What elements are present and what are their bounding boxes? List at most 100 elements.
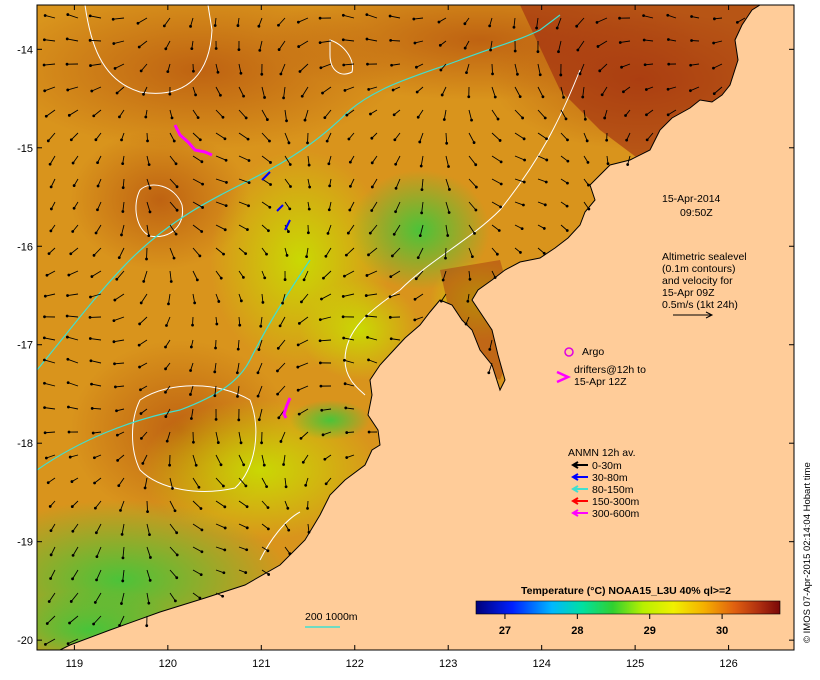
velocity-arrow-head bbox=[200, 528, 204, 532]
velocity-arrow-head bbox=[189, 393, 192, 396]
velocity-arrow bbox=[366, 38, 378, 42]
velocity-arrow-head bbox=[43, 406, 46, 410]
velocity-arrow bbox=[320, 316, 332, 321]
velocity-arrow-head bbox=[168, 92, 172, 96]
velocity-arrow-head bbox=[90, 89, 94, 93]
velocity-arrow-head bbox=[327, 208, 331, 212]
velocity-arrow-head bbox=[545, 158, 549, 162]
velocity-arrow-head bbox=[437, 20, 441, 24]
velocity-arrow bbox=[122, 546, 125, 558]
velocity-arrow-head bbox=[276, 346, 280, 350]
colorbar-tick-label: 30 bbox=[716, 625, 728, 637]
velocity-arrow-head bbox=[88, 315, 92, 319]
anmn-item-label: 80-150m bbox=[592, 484, 634, 496]
velocity-arrow-head bbox=[42, 336, 46, 340]
velocity-arrow bbox=[68, 406, 79, 410]
velocity-arrow bbox=[320, 63, 332, 69]
velocity-arrow-head bbox=[735, 20, 739, 24]
velocity-arrow bbox=[643, 15, 654, 19]
velocity-arrow-head bbox=[520, 227, 524, 231]
sealevel-contours bbox=[84, 5, 581, 561]
velocity-arrow-head bbox=[213, 24, 217, 27]
velocity-arrow bbox=[601, 86, 608, 96]
velocity-arrow bbox=[488, 362, 493, 373]
velocity-arrow-head bbox=[146, 510, 149, 514]
map-plot-area bbox=[37, 5, 794, 650]
velocity-arrow bbox=[70, 247, 79, 255]
velocity-arrow bbox=[238, 86, 244, 97]
anmn-arrowhead-icon bbox=[571, 497, 579, 505]
velocity-arrow-head bbox=[321, 91, 324, 95]
velocity-arrow-head bbox=[288, 552, 292, 556]
velocity-arrow-head bbox=[138, 365, 141, 369]
velocity-arrow bbox=[277, 362, 286, 372]
velocity-arrow bbox=[238, 132, 249, 140]
velocity-arrow-head bbox=[49, 529, 53, 533]
velocity-arrow-head bbox=[65, 37, 69, 41]
velocity-arrow bbox=[142, 454, 148, 464]
velocity-arrow-head bbox=[645, 138, 649, 142]
velocity-arrow bbox=[326, 132, 332, 142]
velocity-arrow-head bbox=[465, 71, 468, 75]
velocity-arrow bbox=[537, 63, 541, 75]
velocity-arrow bbox=[146, 155, 150, 165]
velocity-arrow bbox=[163, 17, 171, 27]
velocity-arrow-head bbox=[626, 163, 630, 166]
velocity-arrow-head bbox=[497, 229, 501, 232]
altimetry-line5: 0.5m/s (1kt 24h) bbox=[662, 299, 738, 311]
velocity-arrow bbox=[322, 86, 332, 94]
velocity-arrow-head bbox=[343, 274, 346, 278]
velocity-arrow-head bbox=[467, 95, 471, 99]
velocity-arrow bbox=[445, 178, 450, 190]
velocity-arrow-head bbox=[576, 48, 580, 52]
velocity-arrow-head bbox=[618, 41, 622, 44]
velocity-arrow-head bbox=[217, 300, 221, 303]
velocity-arrow bbox=[215, 155, 227, 161]
velocity-arrow-head bbox=[236, 24, 240, 27]
velocity-arrow-head bbox=[388, 295, 392, 299]
velocity-arrow-head bbox=[168, 463, 172, 467]
velocity-arrow-head bbox=[667, 62, 671, 66]
velocity-arrow-head bbox=[440, 93, 444, 97]
velocity-arrow-head bbox=[666, 13, 670, 17]
velocity-arrow-head bbox=[566, 181, 569, 185]
velocity-arrow-head bbox=[146, 139, 149, 143]
velocity-arrow-head bbox=[121, 556, 125, 560]
velocity-arrow-head bbox=[247, 181, 251, 185]
velocity-arrow-head bbox=[418, 140, 422, 144]
velocity-arrow bbox=[284, 132, 290, 144]
velocity-arrow-head bbox=[145, 257, 148, 261]
velocity-arrow-head bbox=[173, 509, 177, 513]
velocity-arrow-head bbox=[345, 113, 349, 117]
anmn-arrowhead-icon bbox=[571, 485, 579, 493]
velocity-arrow bbox=[513, 17, 516, 28]
velocity-arrow-head bbox=[121, 579, 125, 583]
velocity-arrow-head bbox=[170, 116, 174, 120]
velocity-arrow-head bbox=[587, 183, 590, 187]
velocity-arrow bbox=[556, 17, 562, 29]
velocity-arrows bbox=[42, 13, 746, 646]
velocity-arrow-head bbox=[282, 463, 285, 466]
velocity-arrow-head bbox=[260, 441, 263, 445]
velocity-arrow-head bbox=[189, 369, 192, 372]
velocity-arrow-head bbox=[235, 371, 239, 375]
velocity-arrow bbox=[583, 201, 590, 210]
velocity-arrow bbox=[278, 40, 286, 50]
velocity-arrow bbox=[122, 178, 125, 188]
velocity-arrow bbox=[215, 109, 224, 118]
velocity-arrow-head bbox=[286, 506, 290, 510]
velocity-arrow bbox=[95, 224, 102, 234]
anmn-item-label: 0-30m bbox=[592, 460, 622, 472]
velocity-arrow-head bbox=[245, 548, 249, 552]
velocity-arrow-head bbox=[148, 533, 151, 537]
velocity-arrow bbox=[114, 362, 125, 365]
velocity-arrow-head bbox=[66, 642, 70, 646]
velocity-arrow bbox=[238, 63, 242, 74]
anmn-arrowhead-icon bbox=[571, 461, 579, 469]
velocity-arrow-head bbox=[214, 418, 218, 421]
velocity-arrow bbox=[238, 201, 249, 207]
velocity-arrow-head bbox=[666, 113, 670, 117]
velocity-arrow bbox=[297, 339, 309, 346]
velocity-arrow bbox=[44, 337, 56, 341]
velocity-arrow-head bbox=[45, 273, 49, 277]
